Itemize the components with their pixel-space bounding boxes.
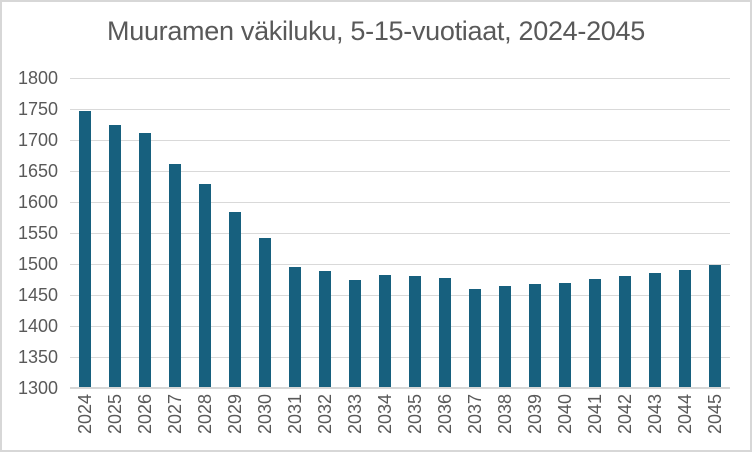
x-axis-line	[70, 387, 730, 389]
gridline	[70, 357, 730, 358]
bar-2044	[679, 269, 691, 387]
y-tick-label: 1700	[17, 130, 58, 150]
x-tick-label: 2026	[135, 394, 155, 435]
x-tick-label: 2032	[315, 394, 335, 435]
bar-2033	[349, 279, 361, 387]
x-tick-label: 2040	[555, 394, 575, 435]
bar-2041	[589, 278, 601, 387]
x-tick-label: 2037	[465, 394, 485, 435]
x-tick-label: 2033	[345, 394, 365, 435]
bar-2034	[379, 275, 391, 387]
gridline	[70, 202, 730, 203]
y-tick-label: 1400	[17, 316, 58, 336]
x-tick-label: 2034	[375, 394, 395, 435]
bar-2039	[529, 283, 541, 387]
bar-2038	[499, 286, 511, 387]
y-tick-label: 1500	[17, 254, 58, 274]
bar-2026	[139, 133, 151, 387]
y-tick-label: 1350	[17, 347, 58, 367]
x-tick-label: 2028	[195, 394, 215, 435]
bar-2029	[229, 211, 241, 387]
bar-2028	[199, 184, 211, 387]
x-tick-label: 2044	[675, 394, 695, 435]
gridline	[70, 295, 730, 296]
y-tick-label: 1750	[17, 99, 58, 119]
bar-2025	[109, 124, 121, 387]
y-tick-label: 1450	[17, 285, 58, 305]
gridline	[70, 233, 730, 234]
y-tick-label: 1300	[17, 378, 58, 398]
bar-2040	[559, 282, 571, 387]
x-tick-label: 2042	[615, 394, 635, 435]
y-tick-label: 1600	[17, 192, 58, 212]
x-tick-label: 2025	[105, 394, 125, 435]
gridline	[70, 140, 730, 141]
gridline	[70, 109, 730, 110]
x-tick-label: 2043	[645, 394, 665, 435]
x-tick-label: 2039	[525, 394, 545, 435]
bar-2032	[319, 271, 331, 387]
bar-2042	[619, 276, 631, 387]
y-tick-label: 1800	[17, 68, 58, 88]
x-tick-label: 2024	[75, 394, 95, 435]
x-tick-label: 2041	[585, 394, 605, 435]
x-tick-label: 2030	[255, 394, 275, 435]
chart-title: Muuramen väkiluku, 5-15-vuotiaat, 2024-2…	[107, 16, 645, 46]
gridline	[70, 171, 730, 172]
bar-2031	[289, 267, 301, 387]
x-tick-label: 2035	[405, 394, 425, 435]
y-tick-label: 1550	[17, 223, 58, 243]
bar-2030	[259, 237, 271, 387]
x-tick-label: 2038	[495, 394, 515, 435]
x-tick-label: 2029	[225, 394, 245, 435]
gridline	[70, 326, 730, 327]
bar-2035	[409, 276, 421, 387]
bar-2037	[469, 288, 481, 387]
gridline	[70, 78, 730, 79]
x-tick-label: 2027	[165, 394, 185, 435]
x-tick-label: 2045	[705, 394, 725, 435]
bar-2027	[169, 164, 181, 387]
x-tick-label: 2031	[285, 394, 305, 435]
bar-2045	[709, 265, 721, 387]
y-tick-label: 1650	[17, 161, 58, 181]
gridline	[70, 264, 730, 265]
bar-2043	[649, 272, 661, 387]
bar-2036	[439, 278, 451, 387]
bar-2024	[79, 111, 91, 387]
x-tick-label: 2036	[435, 394, 455, 435]
